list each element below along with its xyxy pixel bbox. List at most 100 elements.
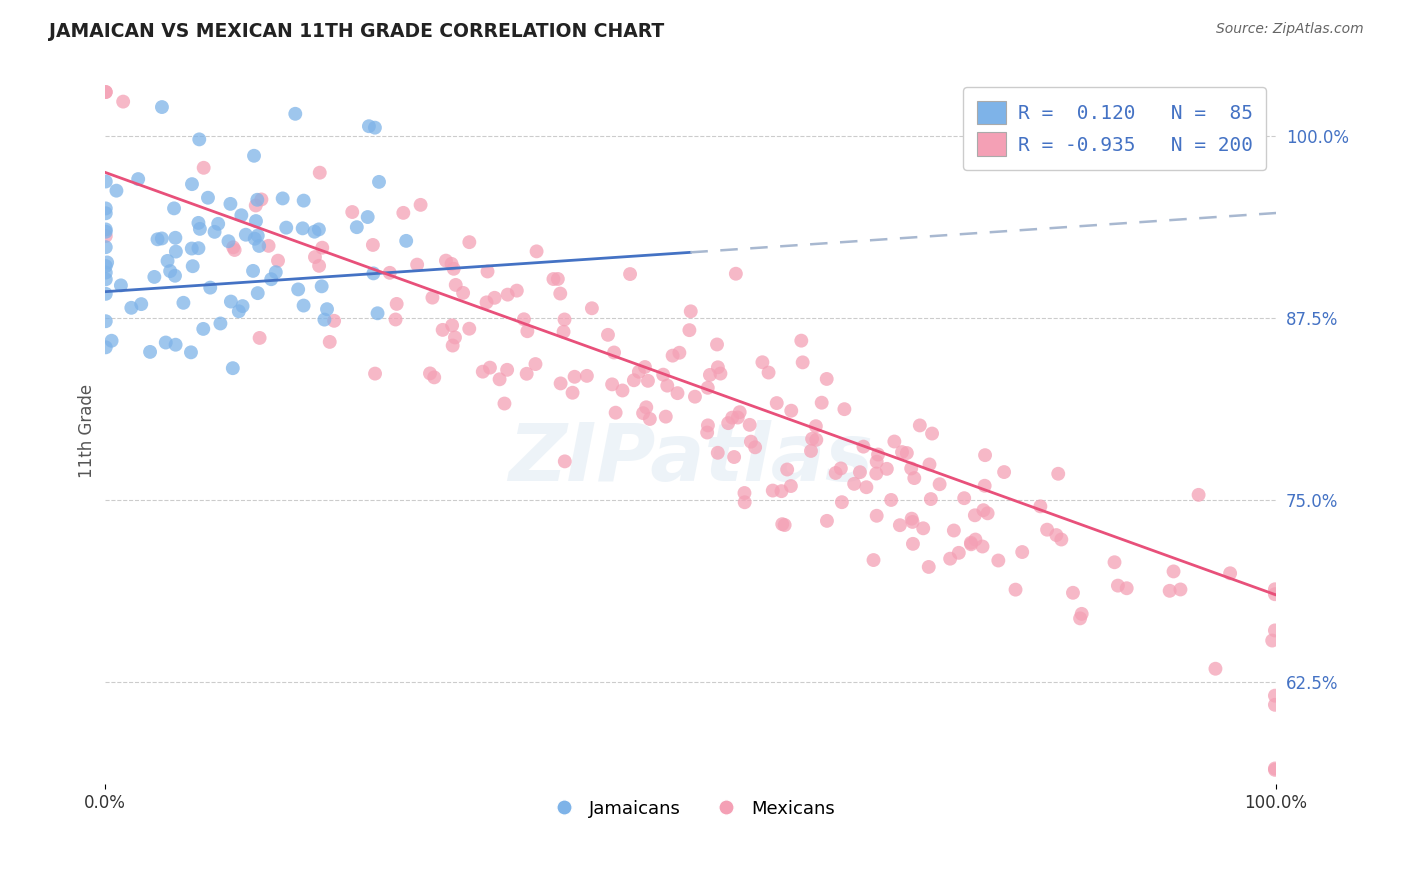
Point xyxy=(112,95,135,109)
Point xyxy=(219,294,242,309)
Point xyxy=(738,417,761,432)
Point xyxy=(1159,583,1181,598)
Point xyxy=(993,465,1015,479)
Point xyxy=(603,345,626,359)
Point xyxy=(94,85,117,99)
Point xyxy=(1107,579,1129,593)
Point xyxy=(831,495,853,509)
Point xyxy=(246,286,269,301)
Point xyxy=(889,518,911,533)
Point xyxy=(319,334,342,349)
Point xyxy=(193,322,215,336)
Point xyxy=(619,267,641,281)
Point xyxy=(1204,662,1226,676)
Point xyxy=(478,360,501,375)
Point xyxy=(1264,763,1286,777)
Point xyxy=(150,100,173,114)
Point xyxy=(1029,500,1052,514)
Point xyxy=(679,304,702,318)
Point xyxy=(972,503,994,517)
Point xyxy=(564,369,586,384)
Point xyxy=(1011,545,1033,559)
Point xyxy=(623,373,645,387)
Point xyxy=(723,450,745,464)
Point xyxy=(707,446,730,460)
Point xyxy=(740,434,762,449)
Point xyxy=(600,377,623,392)
Point xyxy=(575,368,598,383)
Y-axis label: 11th Grade: 11th Grade xyxy=(79,384,96,478)
Point xyxy=(94,174,117,188)
Point xyxy=(1163,565,1185,579)
Point xyxy=(197,191,219,205)
Point xyxy=(548,286,571,301)
Point xyxy=(378,266,401,280)
Point xyxy=(918,458,941,472)
Point xyxy=(960,535,983,549)
Point xyxy=(127,172,149,186)
Point xyxy=(94,272,117,286)
Point xyxy=(314,312,336,326)
Point xyxy=(581,301,603,316)
Point xyxy=(762,483,785,498)
Point xyxy=(1170,582,1192,597)
Point xyxy=(770,484,793,499)
Point xyxy=(364,367,387,381)
Point xyxy=(773,518,796,533)
Point xyxy=(855,480,877,494)
Point xyxy=(422,291,444,305)
Point xyxy=(734,495,756,509)
Point xyxy=(717,416,740,430)
Point xyxy=(291,221,314,235)
Point xyxy=(94,314,117,328)
Point xyxy=(94,225,117,239)
Point xyxy=(973,479,995,493)
Point xyxy=(150,231,173,245)
Point xyxy=(94,340,117,354)
Point xyxy=(311,279,333,293)
Point xyxy=(900,461,922,475)
Point xyxy=(612,384,634,398)
Point xyxy=(440,257,463,271)
Point xyxy=(94,222,117,236)
Point xyxy=(903,471,925,485)
Point xyxy=(444,330,467,344)
Point xyxy=(810,395,832,409)
Point xyxy=(516,324,538,338)
Point xyxy=(804,419,827,434)
Point xyxy=(1045,528,1067,542)
Point xyxy=(304,250,326,264)
Point xyxy=(260,272,283,286)
Point xyxy=(524,357,547,371)
Point xyxy=(921,426,943,441)
Point xyxy=(304,225,326,239)
Point xyxy=(727,410,749,425)
Point xyxy=(441,338,464,352)
Point xyxy=(553,312,575,326)
Point xyxy=(94,229,117,244)
Point xyxy=(918,560,941,574)
Point xyxy=(180,242,202,256)
Point xyxy=(105,184,128,198)
Point xyxy=(765,396,787,410)
Point xyxy=(1047,467,1070,481)
Point xyxy=(222,240,245,254)
Point xyxy=(728,405,751,419)
Point xyxy=(883,434,905,449)
Point xyxy=(292,194,315,208)
Point xyxy=(928,477,950,491)
Point xyxy=(235,227,257,242)
Point xyxy=(346,220,368,235)
Point xyxy=(245,198,267,212)
Point xyxy=(181,259,204,273)
Point xyxy=(815,514,838,528)
Point xyxy=(180,345,202,359)
Point xyxy=(219,197,242,211)
Point xyxy=(441,318,464,333)
Point xyxy=(1070,607,1092,621)
Text: ZIPatlas: ZIPatlas xyxy=(508,420,873,499)
Point xyxy=(434,253,457,268)
Point xyxy=(243,232,266,246)
Legend: Jamaicans, Mexicans: Jamaicans, Mexicans xyxy=(538,792,842,825)
Point xyxy=(908,418,931,433)
